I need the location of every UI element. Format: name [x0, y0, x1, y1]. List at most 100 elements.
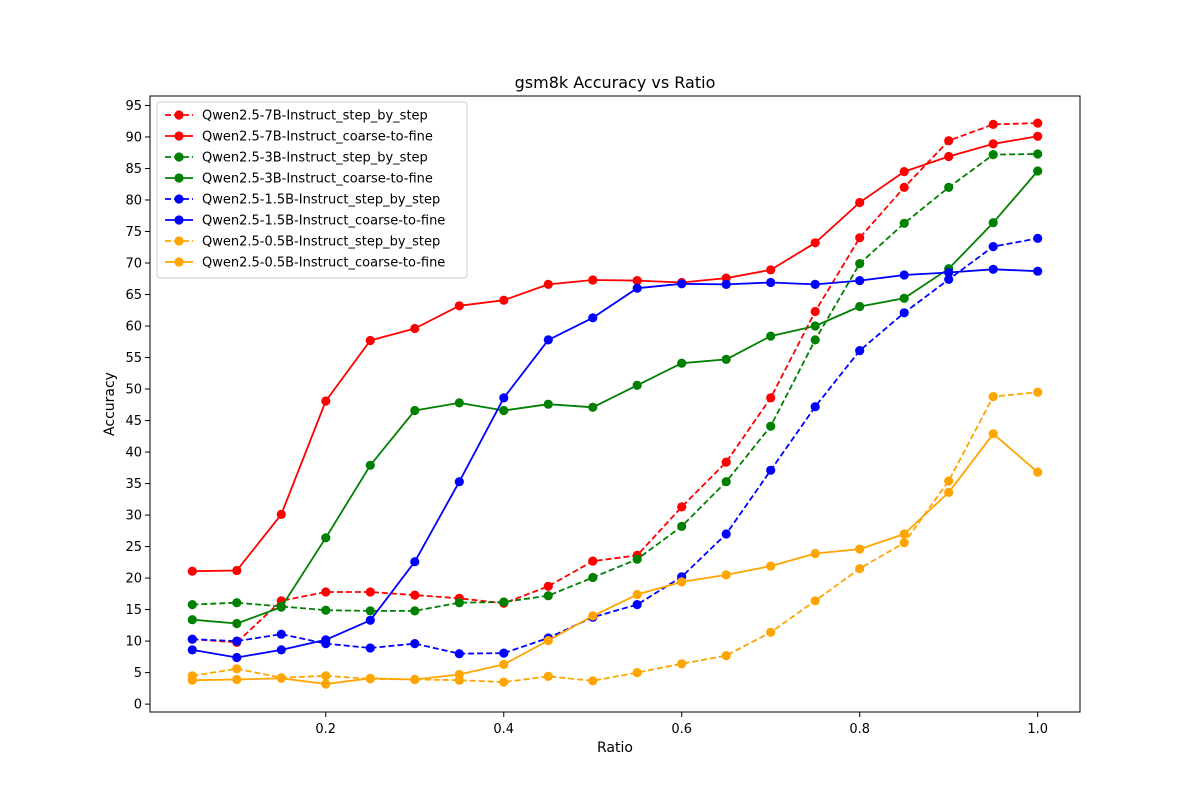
- data-point: [1033, 233, 1043, 243]
- y-tick-label: 35: [125, 477, 142, 492]
- data-point: [944, 182, 954, 192]
- data-point: [721, 570, 731, 580]
- legend-item: Qwen2.5-0.5B-Instruct_coarse-to-fine: [165, 256, 445, 271]
- data-point: [187, 600, 197, 610]
- data-point: [632, 589, 642, 600]
- series-qwen2-5-7b-instruct-step-by-step: [187, 118, 1043, 648]
- data-point: [232, 565, 242, 576]
- data-point: [321, 605, 331, 615]
- data-point: [766, 277, 776, 288]
- series-qwen2-5-0-5b-instruct-coarse-to-fine: [187, 429, 1043, 689]
- data-point: [543, 335, 553, 345]
- data-point: [632, 668, 642, 678]
- data-point: [187, 566, 197, 576]
- series-line: [192, 122, 1038, 644]
- y-tick-label: 90: [125, 130, 142, 145]
- series-line: [192, 153, 1038, 612]
- axes-frame: [149, 95, 1081, 713]
- y-tick-label: 30: [125, 509, 142, 524]
- legend-label: Qwen2.5-3B-Instruct_coarse-to-fine: [202, 172, 433, 187]
- data-point: [855, 233, 865, 243]
- data-point: [899, 293, 909, 303]
- y-tick-label: 60: [125, 320, 142, 335]
- legend-item: Qwen2.5-3B-Instruct_step_by_step: [165, 151, 428, 166]
- data-point: [899, 308, 909, 318]
- legend-swatch-marker: [174, 215, 184, 225]
- data-point: [899, 218, 909, 228]
- data-point: [766, 561, 776, 571]
- y-tick-label: 10: [125, 635, 142, 650]
- data-point: [232, 618, 242, 629]
- data-point: [499, 405, 509, 416]
- data-point: [276, 629, 286, 639]
- data-point: [321, 587, 331, 597]
- data-point: [543, 591, 553, 601]
- data-point: [632, 380, 642, 390]
- y-tick-label: 40: [125, 446, 142, 461]
- data-point: [632, 276, 642, 286]
- data-point: [988, 119, 998, 129]
- data-point: [944, 267, 954, 278]
- series-line: [192, 432, 1039, 685]
- y-tick-label: 95: [125, 99, 142, 114]
- data-point: [721, 477, 731, 487]
- data-point: [232, 598, 242, 608]
- data-point: [454, 598, 464, 608]
- legend-item: Qwen2.5-3B-Instruct_coarse-to-fine: [165, 172, 433, 187]
- x-tick-label: 0.8: [849, 722, 870, 737]
- data-point: [1033, 266, 1043, 276]
- data-point: [810, 321, 820, 331]
- data-point: [855, 259, 865, 269]
- data-point: [721, 457, 731, 467]
- data-point: [632, 283, 642, 293]
- x-tick-label: 1.0: [1027, 722, 1048, 737]
- data-point: [677, 502, 687, 512]
- legend-label: Qwen2.5-0.5B-Instruct_step_by_step: [202, 235, 440, 250]
- data-point: [276, 673, 286, 683]
- data-point: [499, 597, 509, 607]
- data-point: [187, 645, 197, 655]
- data-point: [232, 636, 242, 646]
- y-tick-label: 5: [134, 666, 142, 681]
- legend-swatch-marker: [174, 110, 184, 120]
- y-axis-title: Accuracy: [102, 372, 118, 436]
- x-axis: 0.2 0.4 0.6 0.8 1.0: [315, 712, 1048, 737]
- data-point: [187, 675, 197, 685]
- data-point: [1033, 131, 1043, 141]
- legend-swatch-marker: [174, 194, 184, 204]
- data-point: [1033, 149, 1043, 159]
- data-point: [588, 313, 598, 323]
- series-line: [192, 170, 1039, 625]
- legend-swatch-marker: [174, 152, 184, 162]
- data-point: [810, 306, 820, 317]
- data-point: [321, 679, 331, 689]
- y-tick-label: 0: [134, 698, 142, 713]
- y-tick-label: 25: [125, 540, 142, 555]
- legend-swatch-marker: [174, 173, 184, 183]
- data-point: [187, 634, 197, 644]
- data-point: [232, 652, 242, 663]
- legend-item: Qwen2.5-1.5B-Instruct_step_by_step: [165, 193, 440, 208]
- data-point: [988, 218, 998, 228]
- data-point: [899, 538, 909, 548]
- series-line: [192, 391, 1038, 683]
- data-point: [543, 399, 553, 409]
- data-point: [410, 557, 420, 567]
- data-point: [899, 167, 909, 177]
- data-point: [365, 335, 375, 346]
- data-point: [766, 465, 776, 475]
- data-point: [944, 487, 954, 497]
- data-point: [454, 398, 464, 408]
- data-point: [232, 664, 242, 674]
- data-point: [721, 354, 731, 364]
- data-point: [677, 358, 687, 368]
- data-point: [588, 275, 598, 285]
- legend-box: [156, 101, 468, 279]
- data-point: [321, 671, 331, 681]
- data-point: [810, 596, 820, 606]
- legend-swatch-marker: [174, 131, 184, 141]
- legend-item: Qwen2.5-1.5B-Instruct_coarse-to-fine: [165, 214, 445, 229]
- data-point: [721, 529, 731, 539]
- data-point: [365, 460, 375, 470]
- data-point: [588, 556, 598, 566]
